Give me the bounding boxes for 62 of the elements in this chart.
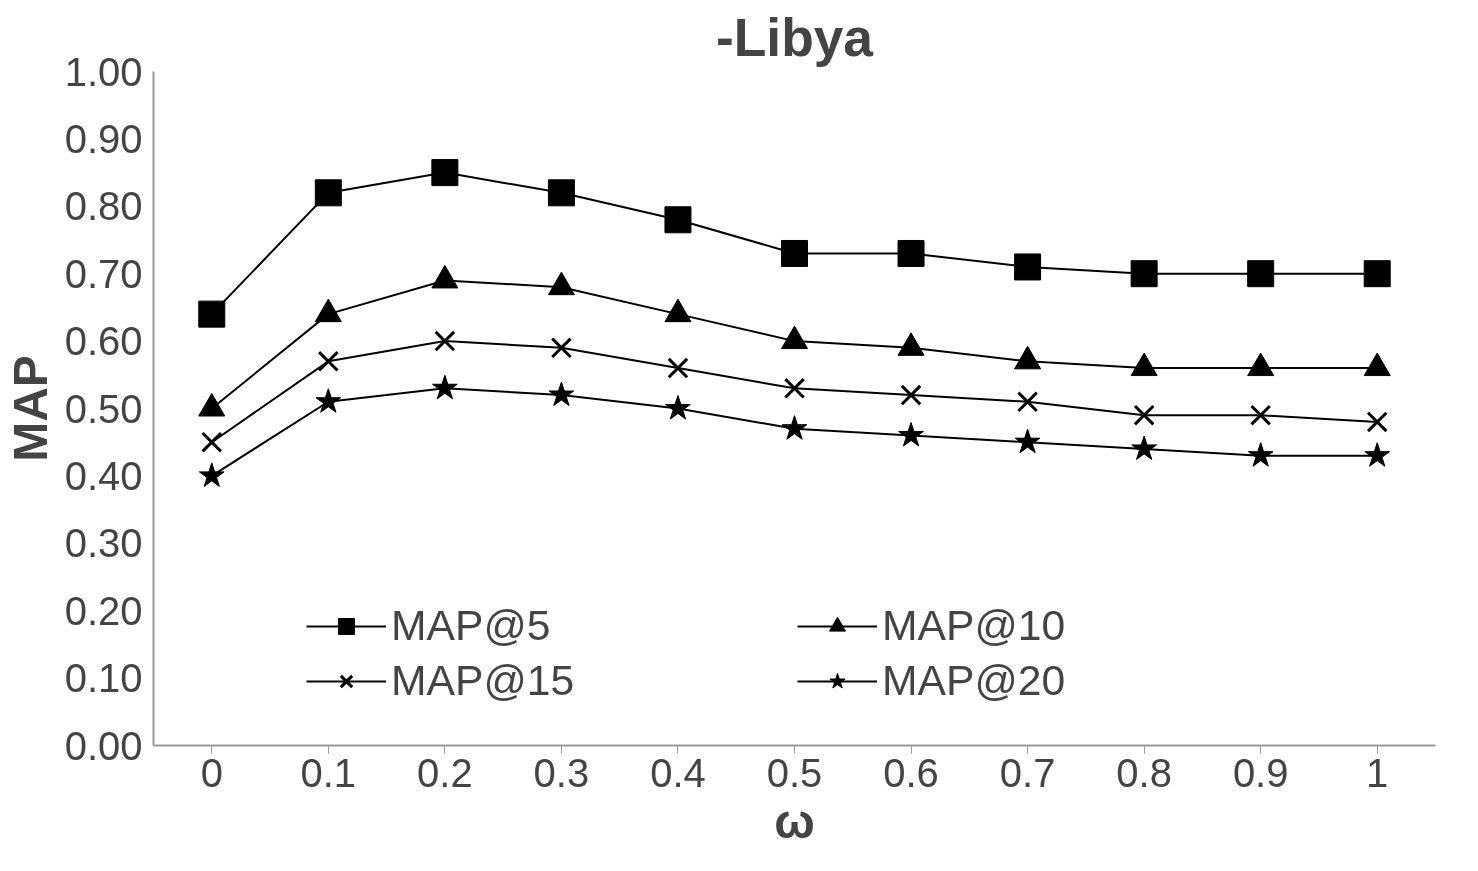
x-tick-label: 0.2 [417,750,473,795]
y-tick-label: 0.40 [64,453,143,498]
y-tick-label: 0.60 [64,319,143,364]
point [783,377,806,399]
point [550,337,573,359]
point [434,330,456,352]
point [201,431,223,453]
y-tick-label: 0.90 [64,116,143,161]
point [1014,253,1042,281]
point [432,374,458,400]
x-tick-label: 0.7 [999,750,1056,795]
point [1249,404,1272,426]
y-tick-label: 0.80 [64,184,143,229]
x-tick-label: 0.8 [1116,750,1172,795]
point [898,421,924,447]
x-tick-label: 0.4 [650,750,706,795]
y-tick-label: 0.50 [64,386,143,431]
point [667,357,689,379]
point [431,159,459,187]
point [781,239,808,267]
x-tick-label: 0 [200,750,223,795]
point [198,300,226,328]
point [1016,391,1039,413]
point [198,462,225,487]
x-tick-label: 0.3 [533,750,590,795]
point [1133,404,1155,426]
legend-label: MAP@20 [882,656,1067,705]
y-tick-label: 0.10 [64,656,143,701]
point [664,206,692,234]
x-tick-label: 0.1 [300,750,357,795]
x-tick-label: 0.6 [883,750,939,795]
point [1131,435,1157,460]
y-axis-title: MAP [3,355,57,462]
y-tick-label: 0.30 [64,521,143,566]
point [1247,442,1274,467]
point [897,239,925,267]
x-tick-label: 1 [1366,750,1389,795]
point [665,395,691,420]
legend-label: MAP@5 [391,601,552,650]
point [315,388,342,413]
point [547,179,575,207]
legend-label: MAP@15 [391,656,576,705]
point [781,415,808,440]
point [1247,260,1275,288]
point [1364,442,1391,467]
point [314,179,342,207]
y-tick-label: 0.20 [64,588,143,633]
point [1366,411,1388,433]
y-tick-label: 1.00 [64,49,143,94]
x-axis-title: ω [774,794,815,848]
point [1363,260,1391,288]
point [1130,260,1158,288]
x-tick-label: 0.9 [1232,750,1289,795]
point [1014,428,1041,454]
y-tick-label: 0.70 [64,251,143,296]
legend-label: MAP@10 [882,601,1067,650]
point [548,381,575,407]
x-tick-label: 0.5 [766,750,823,795]
point [317,350,340,373]
y-tick-label: 0.00 [64,723,143,768]
chart-title: -Libya [715,7,874,67]
point [900,384,922,406]
